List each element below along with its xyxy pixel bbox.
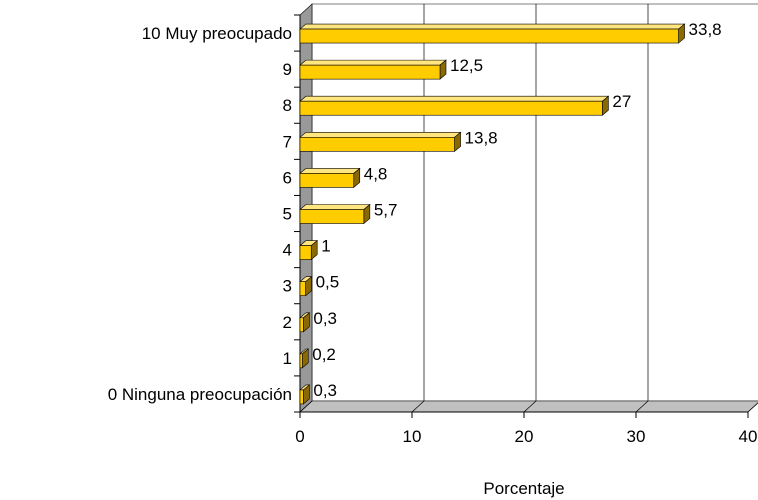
bar bbox=[299, 317, 304, 333]
floor-gridline bbox=[523, 400, 537, 413]
data-label: 12,5 bbox=[450, 56, 483, 75]
bar-top bbox=[299, 168, 361, 174]
data-label: 33,8 bbox=[689, 20, 722, 39]
category-label: 9 bbox=[283, 60, 292, 79]
bar bbox=[299, 64, 441, 80]
category-label: 5 bbox=[283, 205, 292, 224]
data-label: 0,2 bbox=[312, 345, 336, 364]
category-label: 2 bbox=[283, 313, 292, 332]
x-tick-label: 0 bbox=[295, 427, 304, 446]
category-label: 7 bbox=[283, 132, 292, 151]
bar bbox=[299, 209, 365, 224]
floor-gridline bbox=[747, 402, 758, 413]
category-label: 3 bbox=[283, 277, 292, 296]
data-label: 4,8 bbox=[364, 164, 388, 183]
data-label: 1 bbox=[321, 237, 330, 256]
bar-top bbox=[299, 23, 686, 30]
bar bbox=[299, 389, 304, 405]
category-label: 0 Ninguna preocupación bbox=[108, 385, 292, 404]
category-label: 8 bbox=[283, 96, 292, 115]
bar bbox=[299, 353, 303, 369]
bar bbox=[299, 100, 603, 116]
bar-top bbox=[299, 59, 447, 66]
x-axis-title: Porcentaje bbox=[483, 479, 564, 498]
floor bbox=[299, 400, 758, 413]
x-tick-label: 20 bbox=[515, 427, 534, 446]
bar-top bbox=[299, 132, 462, 138]
category-label: 10 Muy preocupado bbox=[142, 24, 292, 43]
bar bbox=[299, 281, 306, 296]
category-label: 6 bbox=[283, 168, 292, 187]
data-label: 13,8 bbox=[465, 128, 498, 147]
x-tick-label: 10 bbox=[403, 427, 422, 446]
bar-top bbox=[299, 204, 371, 210]
floor-gridline bbox=[299, 400, 313, 413]
data-label: 27 bbox=[612, 92, 631, 111]
data-label: 0,5 bbox=[316, 273, 340, 292]
category-label: 4 bbox=[283, 241, 292, 260]
floor-gridline bbox=[635, 400, 649, 413]
bar bbox=[299, 28, 679, 44]
bar bbox=[299, 137, 455, 152]
bar bbox=[299, 173, 355, 188]
x-tick-label: 40 bbox=[739, 427, 758, 446]
bar bbox=[299, 245, 312, 260]
data-label: 5,7 bbox=[374, 201, 398, 220]
bar-top bbox=[299, 95, 610, 102]
category-label: 1 bbox=[283, 349, 292, 368]
floor-gridline bbox=[411, 400, 425, 413]
x-tick-label: 30 bbox=[627, 427, 646, 446]
data-label: 0,3 bbox=[313, 309, 337, 328]
data-label: 0,3 bbox=[313, 381, 337, 400]
